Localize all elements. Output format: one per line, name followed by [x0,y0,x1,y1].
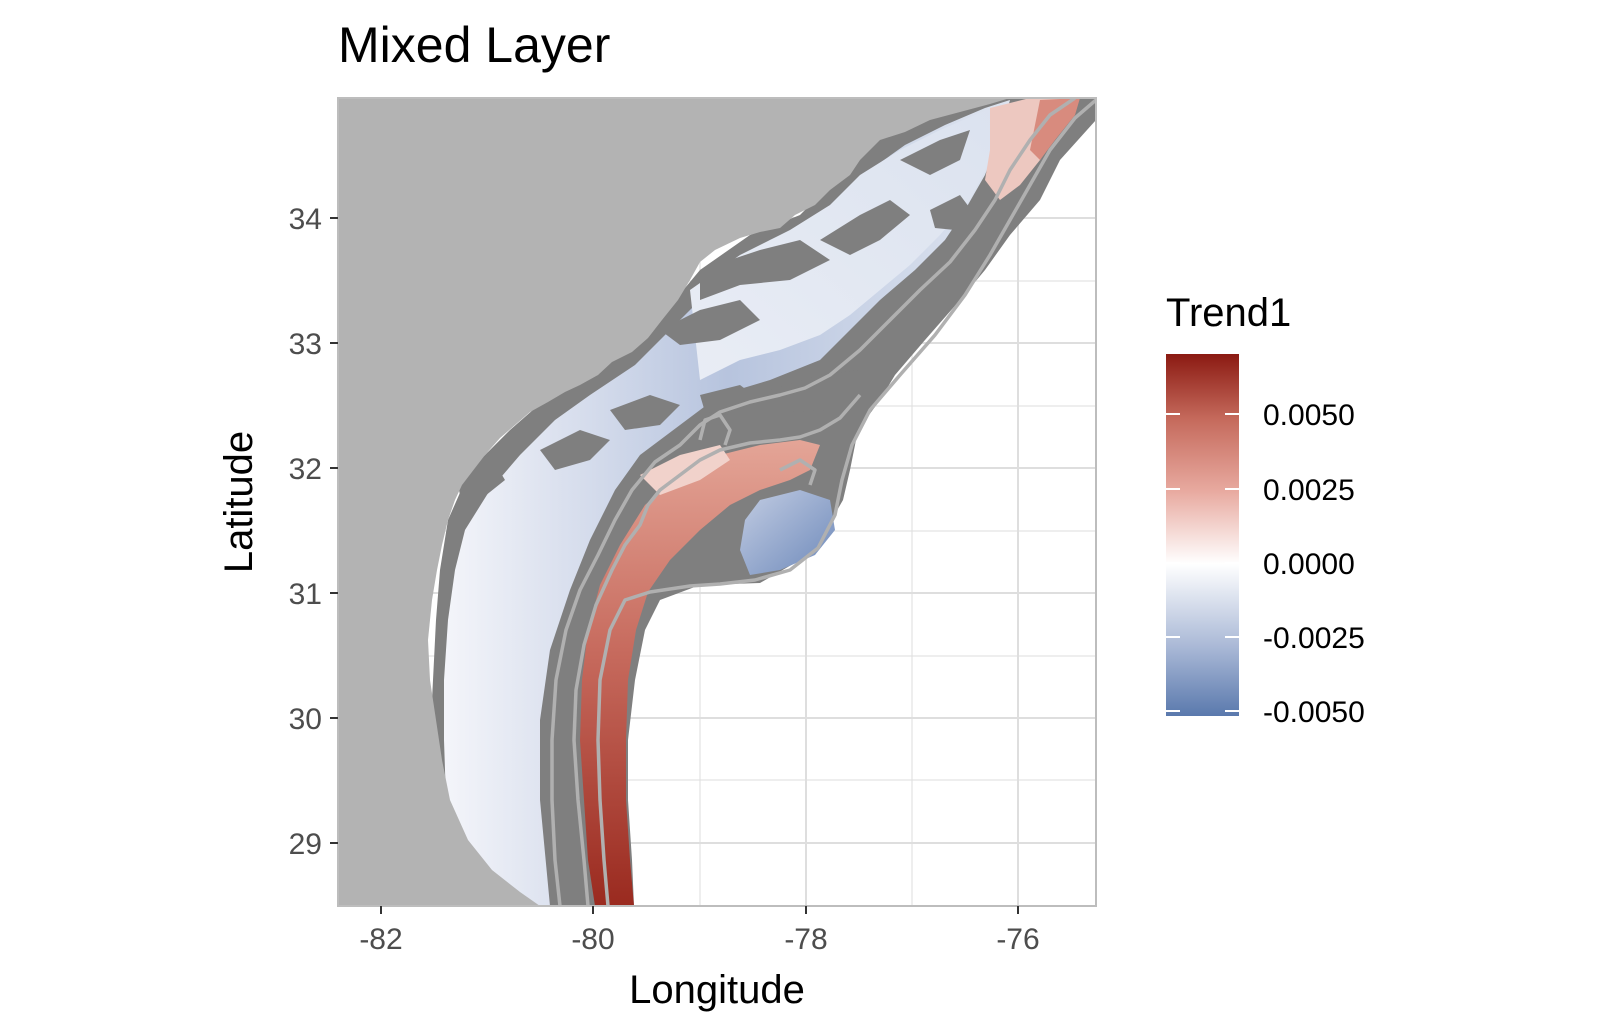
x-tick-label: -80 [571,923,614,956]
masked-patches [455,130,975,500]
legend-label: 0.0050 [1263,399,1355,432]
y-axis-title: Latitude [217,431,261,573]
y-tick-label: 32 [289,453,322,486]
upper-positive-core [1030,98,1080,160]
axis-ticks [330,217,1019,914]
y-tick-labels: 34 33 32 31 30 29 [289,203,322,861]
y-tick-label: 33 [289,328,322,361]
x-tick-label: -76 [996,923,1039,956]
legend-colorbar [1166,354,1239,716]
legend-label: -0.0050 [1263,696,1365,729]
legend-title: Trend1 [1166,291,1291,335]
shelf-trend-zone [444,100,1010,906]
legend-label: 0.0025 [1263,474,1355,507]
land-mass [338,98,1010,906]
bathymetry-contours [550,98,1096,906]
x-axis-title: Longitude [629,968,805,1012]
x-tick-labels: -82 -80 -78 -76 [359,923,1039,956]
legend-label: -0.0025 [1263,622,1365,655]
legend-label: 0.0000 [1263,548,1355,581]
positive-trend-band [580,440,820,906]
legend-ticks [1166,413,1239,712]
map-title: Mixed Layer [338,17,610,73]
y-tick-label: 29 [289,828,322,861]
y-tick-label: 30 [289,703,322,736]
legend: Trend1 0.0050 0.0025 0.0000 -0.0025 -0.0… [1166,291,1365,729]
panel-border [337,97,1097,907]
y-tick-label: 34 [289,203,322,236]
x-tick-label: -78 [784,923,827,956]
x-tick-label: -82 [359,923,402,956]
y-tick-label: 31 [289,578,322,611]
